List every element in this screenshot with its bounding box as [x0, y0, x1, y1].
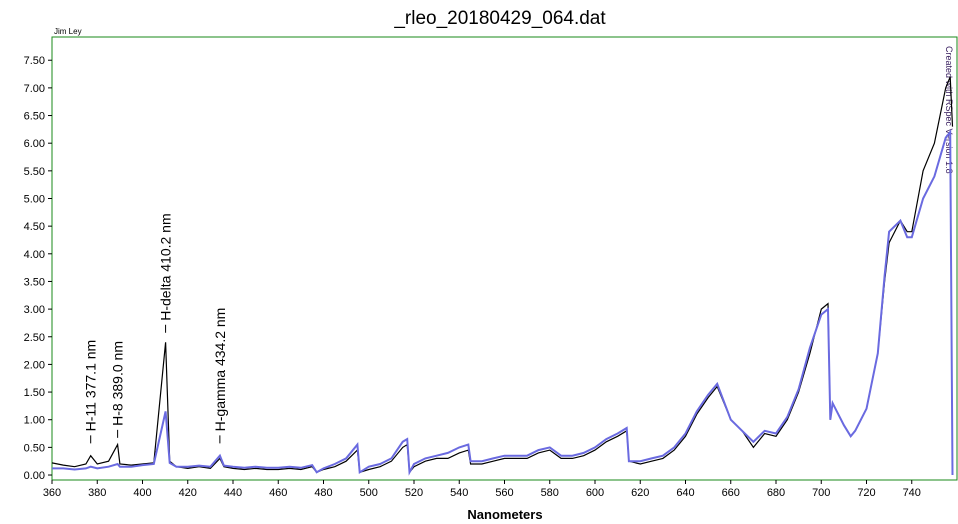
x-tick-label: 580	[541, 487, 559, 499]
spectrum-line	[51, 76, 954, 474]
x-tick-label: 460	[269, 487, 287, 499]
author: Jim Ley	[54, 27, 82, 36]
y-tick-label: 3.50	[24, 276, 45, 288]
x-tick-label: 680	[767, 487, 785, 499]
y-tick-label: 2.50	[24, 332, 45, 344]
x-tick-label: 400	[133, 487, 151, 499]
plot-frame	[51, 36, 958, 481]
x-tick-label: 720	[857, 487, 875, 499]
x-axis-label: Nanometers	[467, 507, 542, 522]
x-tick-label: 540	[450, 487, 468, 499]
x-tick-label: 420	[179, 487, 197, 499]
x-tick-label: 620	[631, 487, 649, 499]
y-tick-label: 1.50	[24, 387, 45, 399]
y-tick-label: 5.50	[24, 166, 45, 178]
annotation: H-8 389.0 nm	[110, 341, 126, 426]
y-tick-label: 1.00	[24, 415, 45, 427]
y-tick-label: 3.00	[24, 304, 45, 316]
x-tick-label: 380	[88, 487, 106, 499]
x-tick-label: 600	[586, 487, 604, 499]
annotation: H-11 377.1 nm	[83, 340, 99, 432]
credit: Created with RSpec Version 1.8	[944, 46, 954, 174]
y-tick-label: 7.50	[24, 55, 45, 67]
y-tick-label: 0.00	[24, 470, 45, 482]
chart-title: _rleo_20180429_064.dat	[393, 8, 606, 29]
x-tick-label: 520	[405, 487, 423, 499]
x-tick-label: 560	[495, 487, 513, 499]
x-tick-label: 440	[224, 487, 242, 499]
y-tick-label: 0.50	[24, 442, 45, 454]
x-tick-label: 740	[903, 487, 921, 499]
y-tick-label: 7.00	[24, 83, 45, 95]
x-tick-label: 660	[722, 487, 740, 499]
spectrum-line	[52, 129, 954, 476]
y-tick-label: 6.50	[24, 111, 45, 123]
annotation: H-delta 410.2 nm	[158, 213, 174, 320]
y-tick-label: 4.50	[24, 221, 45, 233]
x-tick-label: 500	[360, 487, 378, 499]
annotation: H-gamma 434.2 nm	[212, 308, 228, 432]
y-tick-label: 2.00	[24, 359, 45, 371]
x-tick-label: 480	[314, 487, 332, 499]
x-tick-label: 360	[43, 487, 61, 499]
y-tick-label: 4.00	[24, 249, 45, 261]
y-tick-label: 5.00	[24, 193, 45, 205]
x-tick-label: 640	[676, 487, 694, 499]
x-tick-label: 700	[812, 487, 830, 499]
y-tick-label: 6.00	[24, 138, 45, 150]
